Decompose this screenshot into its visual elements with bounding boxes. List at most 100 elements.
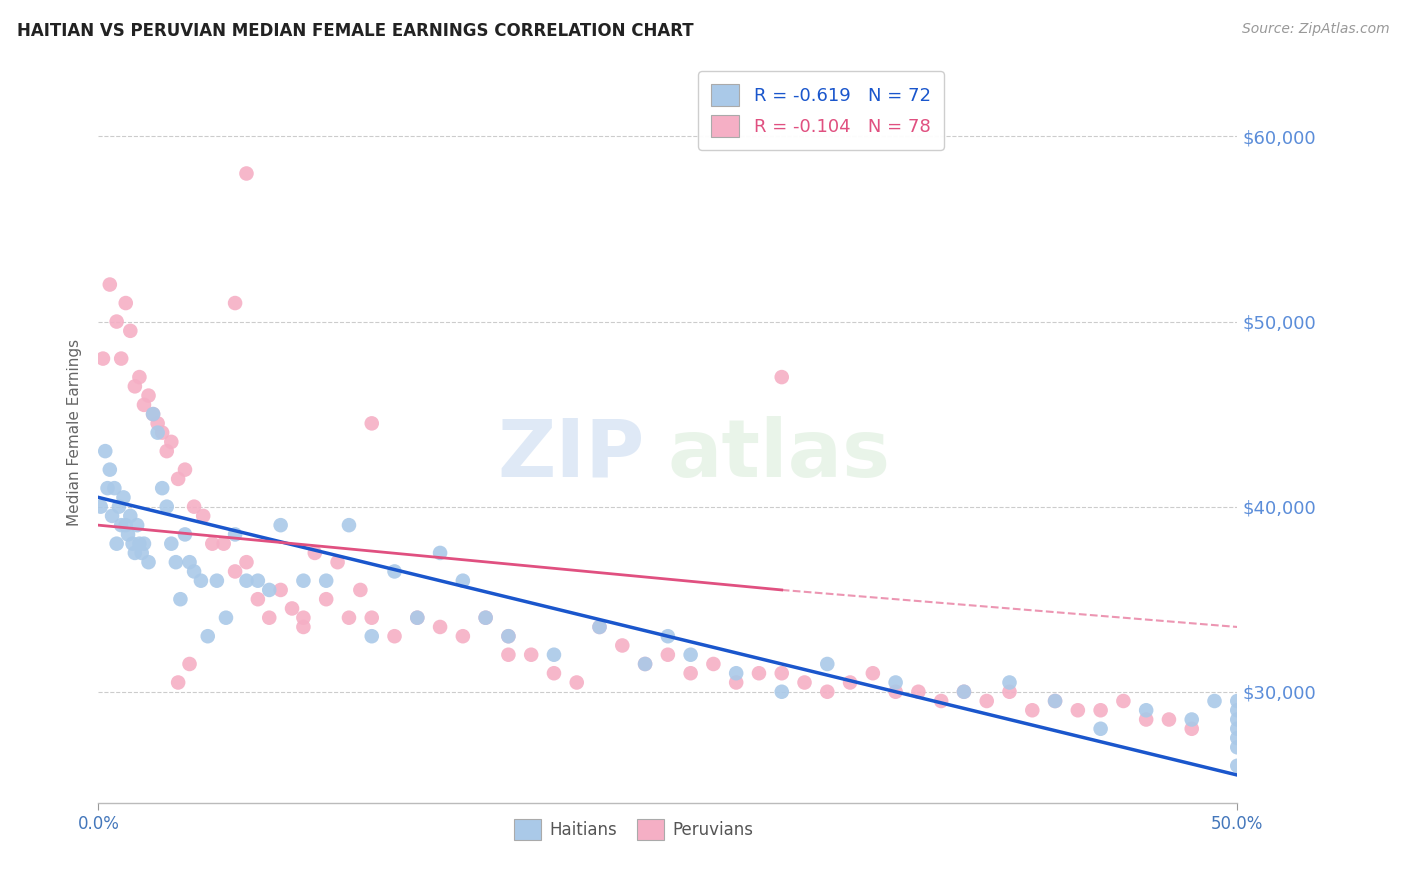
Point <box>156 500 179 514</box>
Point <box>105 536 128 550</box>
Point <box>612 639 634 653</box>
Point <box>1157 713 1180 727</box>
Point <box>183 565 205 579</box>
Point <box>224 565 246 579</box>
Point <box>588 620 610 634</box>
Text: atlas: atlas <box>668 416 891 494</box>
Point <box>326 555 349 569</box>
Point <box>142 407 165 421</box>
Point <box>679 648 702 662</box>
Point <box>142 407 165 421</box>
Point <box>101 508 124 523</box>
Point <box>498 648 520 662</box>
Point <box>1090 722 1112 736</box>
Point <box>360 610 382 624</box>
Point <box>1112 694 1135 708</box>
Point <box>150 425 173 440</box>
Point <box>212 536 235 550</box>
Point <box>953 685 976 699</box>
Point <box>1181 722 1204 736</box>
Point <box>193 508 215 523</box>
Point <box>793 675 815 690</box>
Point <box>131 546 153 560</box>
Point <box>770 666 793 681</box>
Point <box>337 610 360 624</box>
Point <box>179 657 201 671</box>
Point <box>360 629 382 643</box>
Point <box>498 629 520 643</box>
Point <box>160 536 183 550</box>
Point <box>725 666 748 681</box>
Point <box>657 648 679 662</box>
Point <box>120 508 142 523</box>
Point <box>406 610 429 624</box>
Point <box>1043 694 1066 708</box>
Point <box>384 629 406 643</box>
Point <box>132 398 155 412</box>
Text: HAITIAN VS PERUVIAN MEDIAN FEMALE EARNINGS CORRELATION CHART: HAITIAN VS PERUVIAN MEDIAN FEMALE EARNIN… <box>17 22 693 40</box>
Point <box>292 610 315 624</box>
Point <box>1226 694 1249 708</box>
Point <box>543 666 565 681</box>
Point <box>998 685 1021 699</box>
Point <box>1181 713 1204 727</box>
Point <box>292 620 315 634</box>
Point <box>884 685 907 699</box>
Point <box>907 685 929 699</box>
Point <box>121 536 143 550</box>
Point <box>259 582 281 597</box>
Point <box>124 546 146 560</box>
Point <box>114 518 136 533</box>
Point <box>183 500 205 514</box>
Text: Source: ZipAtlas.com: Source: ZipAtlas.com <box>1241 22 1389 37</box>
Point <box>429 620 451 634</box>
Point <box>634 657 657 671</box>
Point <box>160 434 183 449</box>
Point <box>884 675 907 690</box>
Point <box>349 582 371 597</box>
Point <box>1226 713 1249 727</box>
Point <box>953 685 976 699</box>
Point <box>315 574 337 588</box>
Point <box>929 694 952 708</box>
Point <box>1021 703 1043 717</box>
Point <box>657 629 679 643</box>
Point <box>197 629 219 643</box>
Point <box>498 629 520 643</box>
Point <box>770 370 793 384</box>
Point <box>235 166 257 180</box>
Point <box>634 657 657 671</box>
Point <box>451 574 474 588</box>
Point <box>748 666 770 681</box>
Point <box>117 527 139 541</box>
Point <box>1135 713 1157 727</box>
Point <box>406 610 429 624</box>
Point <box>451 629 474 643</box>
Point <box>127 518 149 533</box>
Point <box>124 379 146 393</box>
Point <box>174 462 197 476</box>
Point <box>215 610 238 624</box>
Point <box>429 546 451 560</box>
Point <box>259 610 281 624</box>
Point <box>270 582 292 597</box>
Point <box>1226 703 1249 717</box>
Point <box>1204 694 1226 708</box>
Point <box>169 592 191 607</box>
Point <box>174 527 197 541</box>
Point <box>1226 740 1249 755</box>
Point <box>1135 703 1157 717</box>
Point <box>90 500 112 514</box>
Point <box>337 518 360 533</box>
Point <box>114 296 136 310</box>
Point <box>1226 758 1249 772</box>
Point <box>179 555 201 569</box>
Point <box>201 536 224 550</box>
Point <box>103 481 125 495</box>
Point <box>150 481 173 495</box>
Point <box>1067 703 1090 717</box>
Point <box>1226 731 1249 745</box>
Point <box>725 675 748 690</box>
Point <box>108 500 131 514</box>
Point <box>190 574 212 588</box>
